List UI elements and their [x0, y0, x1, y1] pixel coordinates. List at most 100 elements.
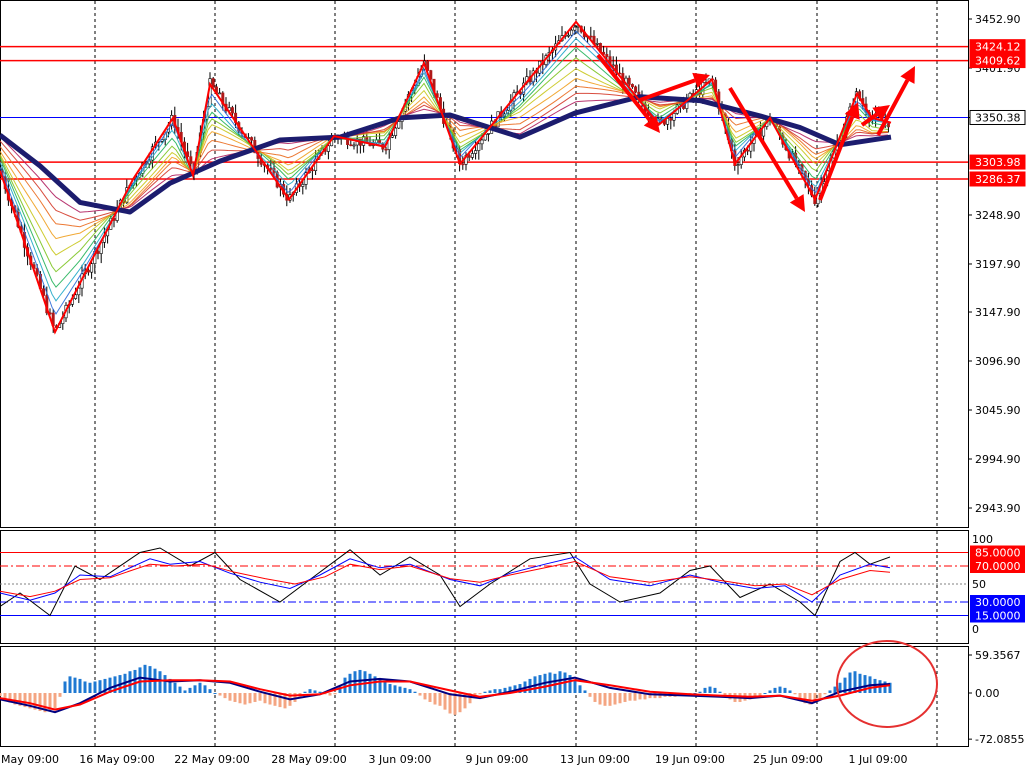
oscillator-panel-frame — [0, 530, 969, 644]
macd-bar — [798, 693, 802, 700]
candle-body — [477, 143, 481, 151]
macd-bar — [773, 687, 777, 693]
candle-body — [390, 135, 394, 138]
price-tick-label: 3147.90 — [975, 306, 1021, 319]
macd-bar — [88, 682, 92, 693]
macd-bar — [458, 693, 462, 713]
macd-bar — [703, 687, 707, 693]
macd-bar — [378, 678, 382, 693]
oscillator-level-label: 85.0000 — [975, 547, 1021, 560]
macd-bar — [648, 693, 652, 699]
candle-body — [96, 251, 100, 254]
macd-bar — [468, 693, 472, 704]
macd-bar — [308, 689, 312, 693]
macd-bar — [613, 693, 617, 705]
time-axis-label: 13 Jun 09:00 — [560, 753, 630, 766]
macd-bar — [723, 693, 727, 696]
macd-bar — [768, 690, 772, 693]
oscillator-level-label: 30.0000 — [975, 596, 1021, 609]
macd-bar — [708, 686, 712, 693]
price-level-tag — [969, 109, 1026, 125]
macd-bar — [858, 673, 862, 693]
candle-body — [397, 121, 401, 129]
macd-bar — [228, 693, 232, 701]
oscillator-level-tag — [970, 608, 1025, 623]
macd-bar — [3, 693, 7, 700]
arrow-shaft — [860, 112, 879, 127]
candle-body — [589, 35, 593, 38]
macd-bar — [428, 693, 432, 702]
macd-bar — [233, 693, 237, 702]
macd-bar — [8, 693, 12, 703]
price-level-label: 3424.12 — [975, 41, 1021, 54]
time-axis-label: 22 May 09:00 — [174, 753, 249, 766]
price-axis: 3452.903401.903350.383248.903197.903147.… — [968, 13, 1026, 515]
macd-bar — [223, 693, 227, 699]
macd-bar — [478, 693, 482, 695]
macd-bar — [608, 693, 612, 706]
macd-bar — [713, 687, 717, 693]
candle-body — [634, 86, 638, 93]
macd-axis: 59.3567 0.00 -72.0855 — [968, 649, 1024, 746]
oscillator-tick-label: 50 — [972, 578, 986, 591]
macd-bar — [693, 693, 697, 694]
macd-bar — [263, 693, 267, 704]
macd-bar — [418, 693, 422, 696]
macd-bar — [173, 682, 177, 693]
macd-bar — [93, 681, 97, 693]
oscillator-level-tag — [970, 559, 1025, 573]
macd-bar — [618, 693, 622, 704]
macd-bar — [513, 685, 517, 693]
price-level-label: 3350.38 — [975, 111, 1021, 124]
macd-bar — [343, 677, 347, 693]
time-separators — [94, 1, 938, 527]
oscillator-level-label: 15.0000 — [975, 610, 1021, 623]
arrow-head — [844, 102, 860, 120]
macd-bar — [58, 693, 62, 697]
candle-body — [595, 43, 599, 45]
arrow-head — [789, 194, 805, 212]
arrow-shaft — [596, 53, 652, 122]
macd-bar — [258, 693, 262, 701]
oscillator-level-tag — [970, 545, 1025, 560]
macd-bar — [558, 671, 562, 693]
price-tick-label: 3045.90 — [975, 404, 1021, 417]
arrow-shaft — [639, 78, 696, 102]
macd-bar — [753, 693, 757, 699]
candle-body — [269, 168, 273, 170]
slow-moving-average — [0, 94, 892, 215]
macd-bar — [808, 693, 812, 705]
candle-body — [666, 118, 670, 125]
macd-bar — [108, 677, 112, 693]
macd-bar — [423, 693, 427, 700]
macd-tick-label: 0.00 — [975, 687, 1000, 700]
macd-bar — [863, 675, 867, 693]
macd-bar — [503, 687, 507, 693]
candle-body — [518, 91, 522, 95]
candle-body — [736, 164, 740, 166]
macd-bar — [553, 673, 557, 693]
macd-bar — [0, 693, 2, 697]
macd-bar — [583, 690, 587, 693]
macd-bar — [848, 672, 852, 693]
macd-bar — [628, 693, 632, 701]
macd-bar — [883, 681, 887, 693]
macd-tick-label: -72.0855 — [975, 733, 1024, 746]
macd-bar — [398, 686, 402, 693]
macd-bar — [653, 693, 657, 699]
macd-bar — [293, 693, 297, 702]
macd-bar — [793, 693, 797, 695]
macd-bar — [638, 693, 642, 700]
macd-bar — [443, 693, 447, 710]
macd-bar — [158, 671, 162, 693]
macd-bar — [803, 693, 807, 704]
oscillator-line — [0, 560, 891, 598]
price-panel-frame — [0, 0, 969, 528]
macd-bar — [203, 685, 207, 693]
candle-body — [467, 155, 471, 158]
macd-bar — [138, 667, 142, 693]
macd-bar — [278, 693, 282, 708]
candle-body — [90, 263, 94, 273]
macd-bar — [763, 693, 767, 694]
